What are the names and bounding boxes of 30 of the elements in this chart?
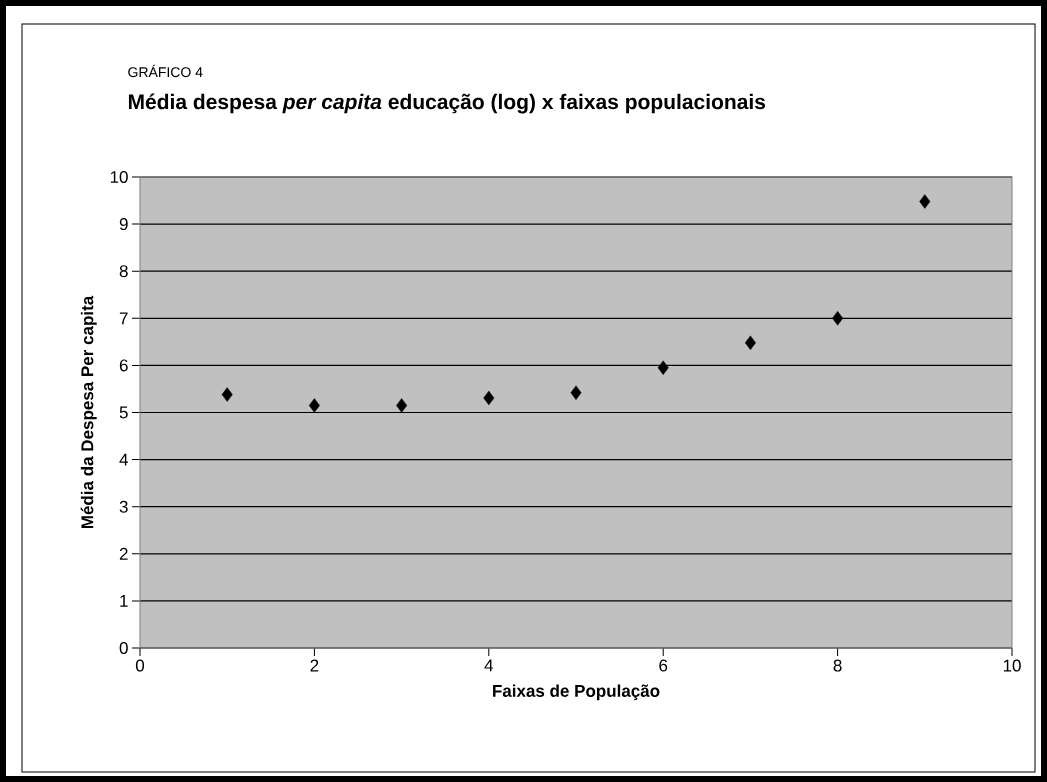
y-tick-label: 6: [119, 359, 128, 372]
x-tick-label: 10: [1003, 659, 1021, 672]
point: [483, 390, 495, 406]
x-tick-label: 4: [484, 659, 494, 672]
y-tick-label: 1: [120, 595, 128, 607]
point: [308, 398, 320, 413]
y-tick-label: 3: [119, 500, 128, 513]
y-tick-label: 0: [119, 641, 128, 655]
x-tick-label: 2: [310, 659, 319, 672]
point: [221, 387, 233, 402]
x-axis-title: Faixas de População: [493, 684, 660, 701]
y-tick-label: 2: [119, 547, 128, 560]
y-tick-label: 5: [119, 406, 128, 419]
y-tick-label: 7: [119, 312, 128, 325]
point: [919, 194, 931, 209]
x-tick-label: 8: [833, 659, 842, 672]
point: [744, 335, 756, 350]
point: [657, 360, 669, 375]
chart-subtitle: GRÁFICO 4: [128, 64, 203, 78]
x-tick-label: 0: [135, 659, 145, 672]
y-tick-label: 10: [110, 170, 128, 184]
point: [832, 311, 844, 326]
point: [396, 398, 408, 413]
y-tick-label: 4: [119, 453, 128, 466]
x-tick-label: 6: [659, 659, 668, 672]
y-axis-title: Média da Despesa Per capita: [80, 295, 97, 529]
point: [570, 385, 582, 400]
y-tick-label: 9: [119, 218, 128, 231]
y-tick-label: 8: [119, 265, 128, 278]
chart-title: Média despesa per capita educação (log) x faixas populacionais: [128, 93, 766, 114]
